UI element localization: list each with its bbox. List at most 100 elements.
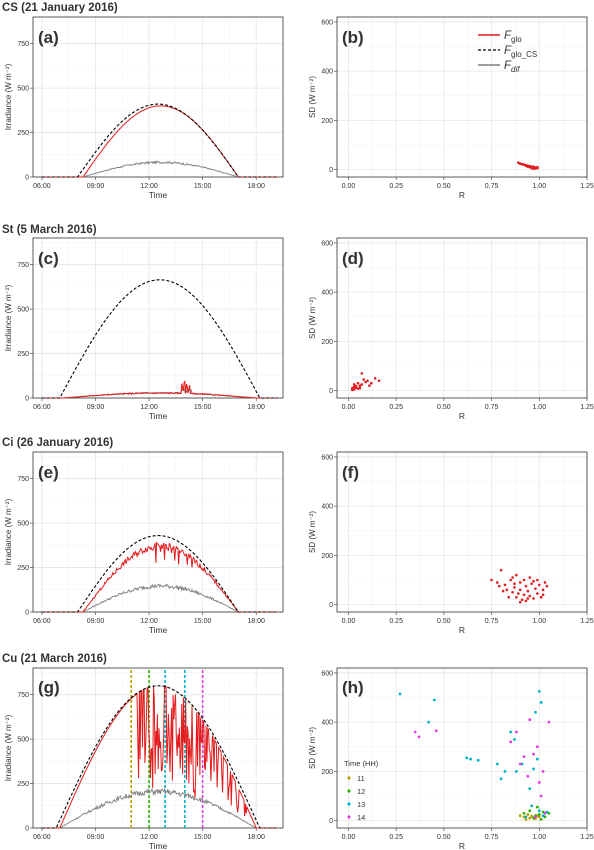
panel-b-xtick-label: 0.75 <box>485 183 499 190</box>
panel-d-ytick-label: 0 <box>329 388 333 395</box>
panel-h-point-h13-23 <box>499 777 503 781</box>
panel-d-point-19 <box>352 383 356 386</box>
panel-b-point-17 <box>532 165 535 168</box>
panel-d-point-16 <box>358 386 362 390</box>
panel-g-xtick-label: 12:00 <box>140 834 158 841</box>
legend-time-label-12: 12 <box>357 787 365 796</box>
panel-h-point-h14-11 <box>514 730 518 734</box>
panel-b-xtick-label: 1.25 <box>580 183 594 190</box>
row-title-cs: CS (21 January 2016) <box>2 2 118 14</box>
panel-a-ytick-label: 750 <box>17 41 29 48</box>
panel-h-point-h12-8 <box>539 817 543 821</box>
panel-e-xtick-label: 09:00 <box>87 618 105 625</box>
panel-c-ytick-label: 0 <box>25 396 29 403</box>
panel-f-point-22 <box>539 595 543 599</box>
panel-h-point-h14-5 <box>522 755 526 759</box>
panel-h-point-h13-18 <box>530 804 534 808</box>
panel-f-plot-area <box>337 452 587 612</box>
panel-f-point-29 <box>501 589 505 593</box>
panel-f-point-15 <box>526 589 530 593</box>
panel-f-point-26 <box>515 573 518 577</box>
row-title-ci: Ci (26 January 2016) <box>2 437 113 449</box>
panel-g-ylabel: Irradiance (W m⁻²) <box>4 714 13 781</box>
panel-c-xtick-label: 12:00 <box>140 404 158 411</box>
panel-tag-a: (a) <box>38 28 59 47</box>
panel-f-point-23 <box>541 588 545 592</box>
panel-c-axes: 06:00 09:00 12:00 15:00 18:00 0 250 500 750 Time I… <box>4 237 284 421</box>
panel-h-point-h11-3 <box>528 816 532 820</box>
panel-f-point-12 <box>520 598 524 601</box>
panel-e-plot-area <box>33 452 283 612</box>
panel-a-plot-area <box>33 17 283 177</box>
legend-time-label-14: 14 <box>357 813 365 822</box>
panel-f-border <box>336 451 588 613</box>
panel-d-xtick-label: 1.00 <box>532 404 546 411</box>
panel-h-point-h14-15 <box>534 815 537 819</box>
panel-c-line-fglo-cs <box>41 279 278 399</box>
panel-h-point-h12-3 <box>537 813 541 816</box>
row-title-cu: Cu (21 March 2016) <box>2 653 107 665</box>
panel-h-plot-area <box>337 668 587 828</box>
panel-h-xtick-label: 0.75 <box>485 834 499 841</box>
panel-g-border <box>32 667 284 829</box>
panel-tag-g: (g) <box>38 678 60 697</box>
panel-b-xlabel: R <box>459 190 465 200</box>
panel-g-line-fdif <box>41 787 278 829</box>
panel-g-xtick-label: 06:00 <box>33 834 51 841</box>
panel-d-ylabel: SD (W m⁻²) <box>308 297 317 339</box>
panel-g-xtick-label: 18:00 <box>247 834 265 841</box>
panel-b-plot-area <box>337 17 587 177</box>
panel-a-xtick-label: 15:00 <box>194 183 212 190</box>
panel-f-point-31 <box>532 579 535 583</box>
panel-d-point-18 <box>368 384 371 387</box>
panel-h-point-h13-8 <box>509 730 513 734</box>
panel-h-point-h12-0 <box>522 811 526 815</box>
panel-g-line-fglo-cs <box>41 685 278 829</box>
panel-f-xtick-label: 0.25 <box>389 618 403 625</box>
panel-f-xlabel: R <box>459 625 465 635</box>
panel-b-point-13 <box>534 167 537 170</box>
panel-h-point-h14-16 <box>543 811 547 815</box>
panel-h-point-h13-15 <box>534 710 537 714</box>
panel-b-point-12 <box>532 167 535 170</box>
panel-h-point-h13-0 <box>398 692 402 696</box>
panel-d-point-9 <box>364 380 367 384</box>
panel-b-xtick-label: 1.00 <box>532 183 546 190</box>
legend-time-swatch-14 <box>347 815 351 819</box>
panel-c-line-fglo <box>41 380 278 399</box>
panel-f-xtick-label: 0.50 <box>437 618 451 625</box>
panel-b-xtick-label: 0.50 <box>437 183 451 190</box>
panel-d-ytick-label: 600 <box>321 240 333 247</box>
panel-d-xtick-label: 0.75 <box>485 404 499 411</box>
panel-g-xtick-label: 15:00 <box>194 834 212 841</box>
panel-f-point-9 <box>516 592 520 595</box>
panel-d-ytick-label: 200 <box>321 339 333 346</box>
panel-h-xtick-label: 0.00 <box>342 834 356 841</box>
panel-f-point-10 <box>518 588 522 592</box>
panel-f-point-2 <box>499 568 503 572</box>
panel-h-point-h14-9 <box>541 769 545 773</box>
panel-e-xtick-label: 18:00 <box>247 618 265 625</box>
panel-f-point-34 <box>518 600 522 604</box>
legend-time-label-11: 11 <box>357 774 365 783</box>
legend-time-title: Time (HH) <box>344 759 379 768</box>
panel-h-point-h13-2 <box>427 720 431 724</box>
panel-h-xlabel: R <box>459 841 465 850</box>
panel-a-ytick-label: 500 <box>17 86 29 93</box>
panel-d-point-6 <box>360 383 364 386</box>
panel-h-point-h13-11 <box>532 767 535 771</box>
panel-c-xtick-label: 15:00 <box>194 404 212 411</box>
row-title-st: St (5 March 2016) <box>2 224 97 236</box>
panel-g-xtick-label: 09:00 <box>87 834 105 841</box>
panel-h-point-h14-6 <box>528 718 532 722</box>
panel-f-point-24 <box>543 581 547 584</box>
panel-c-xtick-label: 09:00 <box>87 404 105 411</box>
panel-c-border <box>32 237 284 399</box>
panel-h-point-h13-7 <box>503 769 507 773</box>
legend-time: Time (HH) 11 12 13 14 <box>344 759 379 822</box>
panel-e-xtick-label: 15:00 <box>194 618 212 625</box>
panel-c-ytick-label: 500 <box>17 307 29 314</box>
panel-f-point-6 <box>511 591 514 594</box>
panel-h-point-h14-4 <box>518 762 522 766</box>
panel-f-point-17 <box>530 582 533 585</box>
